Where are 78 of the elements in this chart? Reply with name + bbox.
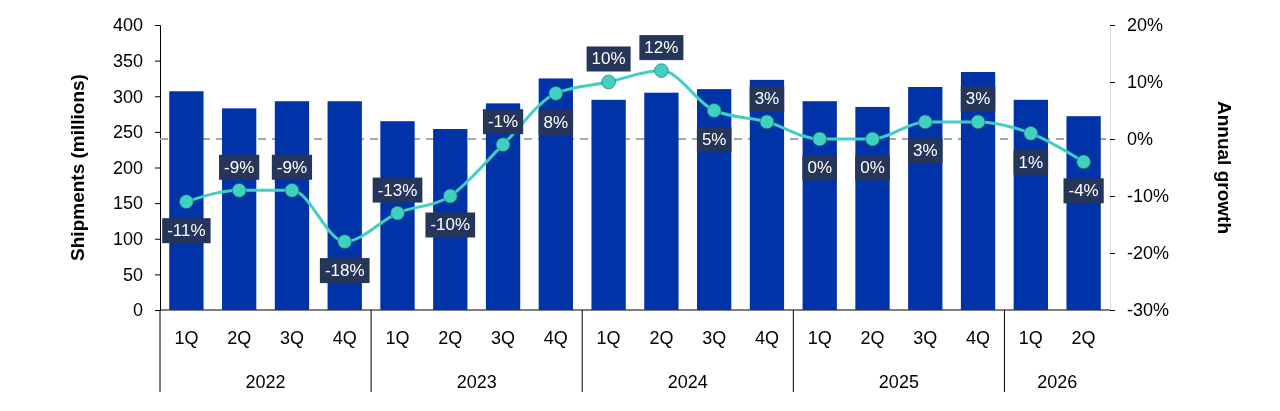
- x-tick-label: 4Q: [966, 328, 991, 348]
- y-tick-label: 50: [122, 264, 143, 285]
- data-label: 3%: [754, 89, 780, 109]
- text: 2023: [456, 372, 497, 392]
- x-tick-label: 2Q: [649, 328, 674, 348]
- data-label: 0%: [807, 158, 833, 178]
- y2-axis-title: Annual growth: [1214, 101, 1235, 234]
- data-label: -4%: [1068, 181, 1099, 201]
- data-label: 0%: [860, 158, 885, 178]
- data-label: 10%: [591, 49, 626, 69]
- y-tick-label: 200: [112, 157, 143, 178]
- y2-tick-label: 20%: [1127, 15, 1164, 36]
- x-tick-label: 2Q: [860, 328, 885, 348]
- point: [601, 74, 616, 90]
- bar: [591, 99, 626, 310]
- data-label: 8%: [543, 112, 569, 132]
- text: 2026: [1037, 372, 1078, 392]
- data-label: 5%: [701, 129, 727, 149]
- point: [1076, 154, 1091, 169]
- y-axis-title: Shipments (millions): [67, 74, 88, 261]
- text: 2022: [245, 372, 286, 392]
- y2-tick-label: -30%: [1127, 300, 1170, 321]
- point: [179, 194, 194, 209]
- x-tick-label: 2Q: [227, 328, 252, 348]
- point: [495, 137, 511, 152]
- text: 2025: [878, 372, 919, 392]
- data-label: -18%: [324, 261, 365, 281]
- y-tick-label: 300: [112, 86, 143, 107]
- y2-tick-label: 10%: [1127, 72, 1164, 93]
- y2-tick-label: 0%: [1127, 129, 1154, 150]
- y-tick-label: 100: [112, 229, 143, 250]
- point: [918, 114, 933, 130]
- x-tick-label: 3Q: [913, 328, 938, 348]
- y-tick-label: 400: [112, 15, 143, 36]
- y-tick-label: 350: [112, 50, 143, 71]
- x-tick-label: 3Q: [702, 328, 727, 348]
- y2-tick-label: -20%: [1127, 243, 1170, 264]
- point: [865, 131, 880, 147]
- x-tick-label: 4Q: [332, 328, 357, 348]
- data-label: -10%: [430, 215, 471, 235]
- data-label: 1%: [1018, 152, 1044, 172]
- x-tick-label: 2Q: [1071, 328, 1096, 348]
- x-tick-label: 3Q: [279, 328, 304, 348]
- x-tick-label: 4Q: [543, 328, 568, 348]
- point: [390, 205, 405, 221]
- y-tick-label: 150: [112, 193, 143, 214]
- data-label: 12%: [644, 38, 679, 58]
- x-tick-label: 2Q: [438, 328, 463, 348]
- y2-tick-label: -10%: [1127, 186, 1170, 207]
- x-tick-label: 3Q: [491, 328, 516, 348]
- point: [970, 114, 986, 130]
- data-label: 3%: [965, 89, 991, 109]
- text: 2024: [667, 372, 708, 392]
- point: [1023, 126, 1039, 141]
- x-tick-label: 1Q: [596, 328, 621, 348]
- point: [443, 188, 458, 204]
- data-label: -1%: [487, 112, 519, 132]
- x-tick-label: 1Q: [1018, 328, 1043, 348]
- point: [654, 63, 669, 78]
- data-label: -9%: [224, 157, 255, 177]
- data-label: -13%: [377, 180, 418, 200]
- point: [284, 183, 300, 198]
- x-tick-label: 1Q: [807, 328, 832, 348]
- x-tick-label: 1Q: [385, 328, 410, 348]
- data-label: -9%: [276, 157, 308, 177]
- point: [231, 183, 247, 198]
- point: [548, 86, 564, 101]
- y-tick-label: 0: [132, 300, 143, 321]
- data-label: -11%: [167, 221, 206, 241]
- x-tick-label: 4Q: [754, 328, 779, 348]
- bar: [644, 92, 679, 310]
- data-label: 3%: [912, 141, 938, 161]
- x-tick-label: 1Q: [174, 328, 199, 348]
- point: [706, 103, 722, 118]
- point: [812, 131, 827, 147]
- point: [337, 234, 352, 249]
- point: [759, 114, 775, 130]
- y-tick-label: 250: [112, 122, 143, 143]
